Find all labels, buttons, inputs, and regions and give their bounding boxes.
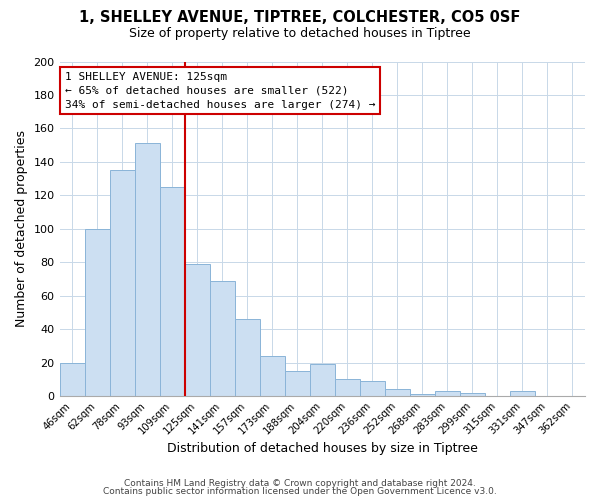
Text: Size of property relative to detached houses in Tiptree: Size of property relative to detached ho…: [129, 28, 471, 40]
Text: Contains HM Land Registry data © Crown copyright and database right 2024.: Contains HM Land Registry data © Crown c…: [124, 478, 476, 488]
Bar: [185, 264, 209, 396]
Bar: [335, 379, 360, 396]
Text: Contains public sector information licensed under the Open Government Licence v3: Contains public sector information licen…: [103, 487, 497, 496]
Bar: [260, 356, 285, 396]
Bar: [385, 390, 410, 396]
Bar: [110, 170, 134, 396]
Bar: [134, 144, 160, 396]
Text: 1 SHELLEY AVENUE: 125sqm
← 65% of detached houses are smaller (522)
34% of semi-: 1 SHELLEY AVENUE: 125sqm ← 65% of detach…: [65, 72, 375, 110]
Y-axis label: Number of detached properties: Number of detached properties: [15, 130, 28, 327]
Text: 1, SHELLEY AVENUE, TIPTREE, COLCHESTER, CO5 0SF: 1, SHELLEY AVENUE, TIPTREE, COLCHESTER, …: [79, 10, 521, 25]
Bar: [410, 394, 435, 396]
Bar: [209, 280, 235, 396]
Bar: [285, 371, 310, 396]
Bar: [85, 228, 110, 396]
Bar: [59, 362, 85, 396]
Bar: [510, 391, 535, 396]
Bar: [310, 364, 335, 396]
X-axis label: Distribution of detached houses by size in Tiptree: Distribution of detached houses by size …: [167, 442, 478, 455]
Bar: [460, 392, 485, 396]
Bar: [235, 319, 260, 396]
Bar: [435, 391, 460, 396]
Bar: [360, 381, 385, 396]
Bar: [160, 187, 185, 396]
